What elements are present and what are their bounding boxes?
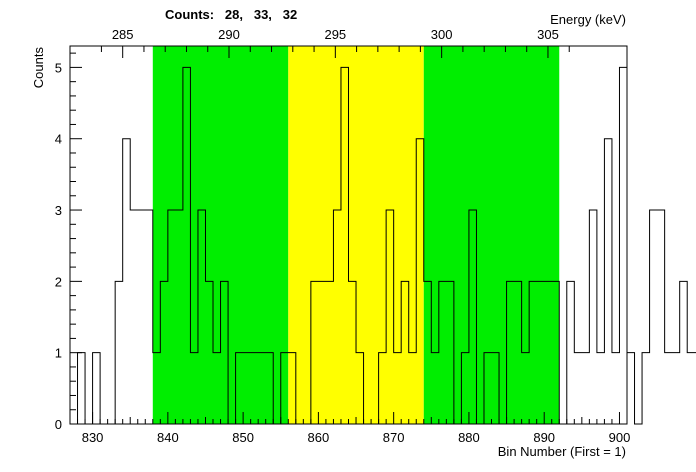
x-tick-label: 870 <box>383 430 405 445</box>
energy-tick-label: 305 <box>537 27 559 42</box>
region-right-background <box>423 46 560 424</box>
y-tick-label: 2 <box>55 274 62 289</box>
histogram-outline <box>70 66 696 425</box>
x-tick-label: 880 <box>458 430 480 445</box>
x-tick-label: 850 <box>232 430 254 445</box>
y-axis-title: Counts <box>31 47 46 89</box>
x-axis-title: Bin Number (First = 1) <box>498 444 626 459</box>
y-tick-label: 1 <box>55 346 62 361</box>
x-tick-label: 830 <box>82 430 104 445</box>
x-tick-label: 890 <box>533 430 555 445</box>
y-tick-label: 0 <box>55 417 62 432</box>
x-tick-label: 840 <box>157 430 179 445</box>
x-tick-label: 900 <box>609 430 631 445</box>
counts-header: Counts: 28, 33, 32 <box>165 7 297 22</box>
x-axis-ticks: 830 840 850 860 870 880 890 900 <box>69 412 631 445</box>
energy-axis-title: Energy (keV) <box>550 12 626 27</box>
y-tick-label: 5 <box>55 60 62 75</box>
energy-tick-label: 300 <box>431 27 453 42</box>
region-peak <box>288 46 424 424</box>
energy-tick-label: 290 <box>218 27 240 42</box>
y-tick-label: 4 <box>55 132 62 147</box>
y-axis-ticks: 0 1 2 3 4 5 <box>55 52 82 432</box>
x-tick-label: 860 <box>308 430 330 445</box>
histogram-series <box>70 66 696 425</box>
y-tick-label: 3 <box>55 203 62 218</box>
energy-tick-label: 285 <box>112 27 134 42</box>
region-left-background <box>152 46 289 424</box>
energy-tick-label: 295 <box>324 27 346 42</box>
energy-axis-ticks: 285 290 295 300 305 <box>100 27 570 58</box>
highlight-regions <box>152 46 560 424</box>
